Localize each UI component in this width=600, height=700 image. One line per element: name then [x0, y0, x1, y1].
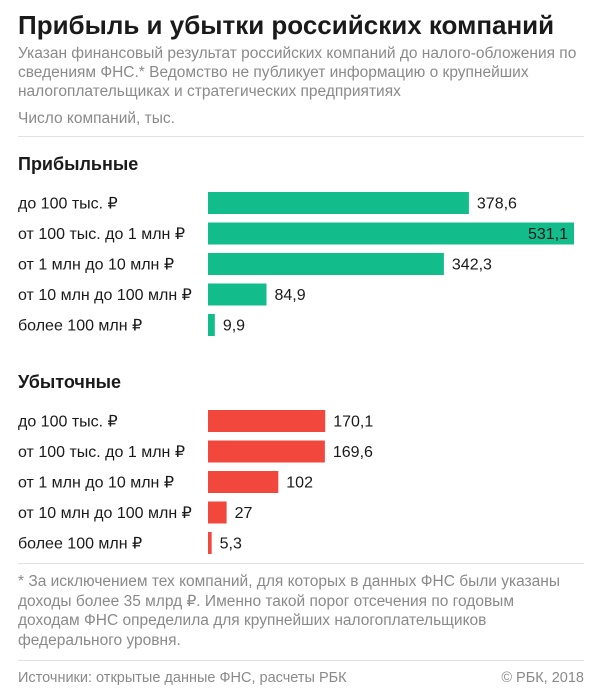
bar	[208, 532, 212, 554]
category-label: более 100 млн ₽	[18, 536, 142, 553]
value-label: 531,1	[528, 226, 568, 243]
value-label: 169,6	[333, 444, 373, 461]
top-divider	[18, 136, 584, 137]
bar	[208, 410, 326, 432]
category-label: от 100 тыс. до 1 млн ₽	[18, 226, 185, 243]
source-note: Источники: открытые данные ФНС, расчеты …	[18, 670, 347, 686]
footnote: * За исключением тех компаний, для котор…	[18, 573, 560, 649]
unit-label: Число компаний, тыс.	[18, 110, 175, 127]
value-label: 102	[286, 475, 313, 492]
bar	[208, 440, 325, 463]
value-label: 170,1	[333, 414, 373, 431]
category-label: более 100 млн ₽	[18, 318, 142, 335]
value-label: 5,3	[220, 536, 242, 553]
value-label: 27	[235, 505, 253, 522]
copyright: © РБК, 2018	[501, 670, 584, 686]
bar-chart: Прибыльные до 100 тыс. ₽ 378,6 от 100 тыс. …	[18, 154, 574, 554]
category-label: от 100 тыс. до 1 млн ₽	[18, 444, 185, 461]
value-label: 9,9	[223, 318, 245, 335]
value-label: 84,9	[275, 287, 306, 304]
category-label: до 100 тыс. ₽	[18, 414, 118, 431]
footnote-divider	[18, 563, 584, 564]
bar	[208, 192, 469, 214]
category-label: от 10 млн до 100 млн ₽	[18, 505, 192, 522]
bar	[208, 222, 574, 245]
category-label: от 10 млн до 100 млн ₽	[18, 287, 192, 304]
value-label: 342,3	[452, 257, 492, 274]
category-label: от 1 млн до 10 млн ₽	[18, 475, 174, 492]
bar	[208, 253, 444, 275]
bar	[208, 314, 215, 336]
group-title-profit: Прибыльные	[18, 154, 138, 174]
bar	[208, 501, 227, 524]
category-label: до 100 тыс. ₽	[18, 196, 118, 213]
bar	[208, 471, 279, 493]
value-label: 378,6	[477, 196, 517, 213]
source-divider	[18, 660, 584, 661]
bar	[208, 283, 267, 306]
category-label: от 1 млн до 10 млн ₽	[18, 257, 174, 274]
chart-subtitle: Указан финансовый результат российских к…	[18, 45, 577, 100]
group-title-loss: Убыточные	[18, 372, 121, 392]
chart-title: Прибыль и убытки российских компаний	[18, 10, 555, 40]
